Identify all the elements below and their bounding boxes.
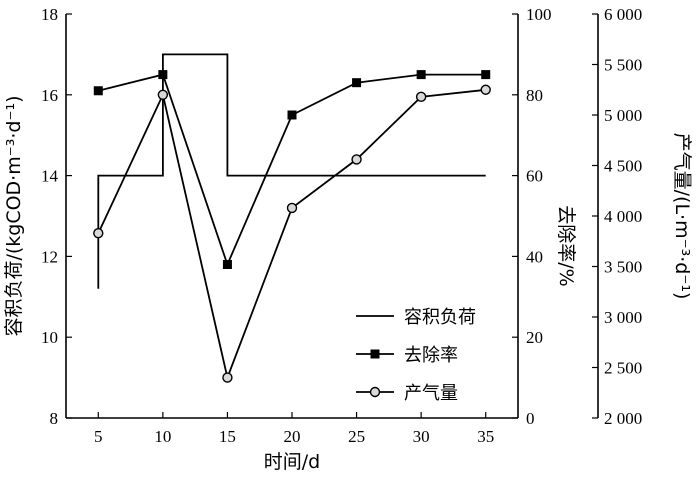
- removal-rate-point: [352, 78, 362, 88]
- right2-tick-label: 4 000: [604, 207, 642, 226]
- legend-marker-circle: [369, 386, 381, 398]
- x-tick-label: 35: [477, 427, 494, 446]
- left-tick-label: 8: [50, 409, 59, 428]
- series-line: [98, 73, 486, 268]
- left-tick-label: 16: [41, 86, 58, 105]
- gas-production-point: [286, 202, 298, 214]
- right1-tick-label: 80: [526, 86, 543, 105]
- removal-rate-point: [93, 86, 103, 96]
- series-line: [97, 53, 486, 289]
- right1-tick-label: 40: [526, 247, 543, 266]
- gas-production-point: [480, 84, 491, 95]
- removal-rate-point: [222, 259, 232, 269]
- right2-tick-label: 2 000: [604, 409, 642, 428]
- gas-production-point: [93, 227, 104, 239]
- series-layer: [93, 53, 491, 383]
- legend-label: 产气量: [404, 383, 458, 404]
- x-axis-title: 时间/d: [264, 451, 320, 473]
- right1-tick-label: 100: [526, 5, 552, 24]
- removal-rate-point: [416, 70, 426, 80]
- series-line: [97, 88, 486, 381]
- removal-rate-point: [158, 70, 168, 80]
- legend-label: 去除率: [404, 345, 458, 366]
- gas-production-point: [415, 91, 427, 103]
- right-axis-title-gas-production: 产气量/(L·m⁻³·d⁻¹): [671, 133, 693, 300]
- gas-production-point: [351, 154, 362, 165]
- axes-layer: 5 10 15 20 25 30 35 8 10 12 14 16 18 0 20 40 60 80 100 2 00…: [41, 5, 642, 446]
- x-tick-label: 15: [219, 427, 236, 446]
- left-tick-label: 18: [41, 5, 58, 24]
- legend-label: 容积负荷: [404, 307, 476, 328]
- right1-tick-label: 20: [526, 328, 543, 347]
- removal-rate-point: [287, 110, 297, 120]
- left-tick-label: 12: [41, 247, 58, 266]
- left-tick-label: 10: [41, 328, 58, 347]
- gas-production-point: [157, 89, 169, 101]
- left-axis-title: 容积负荷/(kgCOD·m⁻³·d⁻¹): [3, 95, 25, 336]
- left-tick-label: 14: [41, 167, 59, 186]
- right1-tick-label: 60: [526, 167, 543, 186]
- right2-tick-label: 3 000: [604, 308, 642, 327]
- right-axis-title-removal-rate: 去除率/%: [555, 205, 577, 286]
- right2-tick-label: 5 000: [604, 106, 642, 125]
- x-tick-label: 5: [94, 427, 103, 446]
- right2-tick-label: 5 500: [604, 56, 642, 75]
- x-tick-label: 20: [284, 427, 301, 446]
- legend-marker-square: [370, 349, 380, 359]
- right1-tick-label: 0: [526, 409, 535, 428]
- removal-rate-point: [481, 70, 491, 80]
- x-tick-label: 30: [413, 427, 430, 446]
- right2-tick-label: 6 000: [604, 5, 642, 24]
- right2-tick-label: 3 500: [604, 258, 642, 277]
- right2-tick-label: 4 500: [604, 157, 642, 176]
- gas-production-point: [222, 372, 233, 383]
- right2-tick-label: 2 500: [604, 359, 642, 378]
- x-tick-label: 10: [154, 427, 171, 446]
- x-tick-label: 25: [348, 427, 365, 446]
